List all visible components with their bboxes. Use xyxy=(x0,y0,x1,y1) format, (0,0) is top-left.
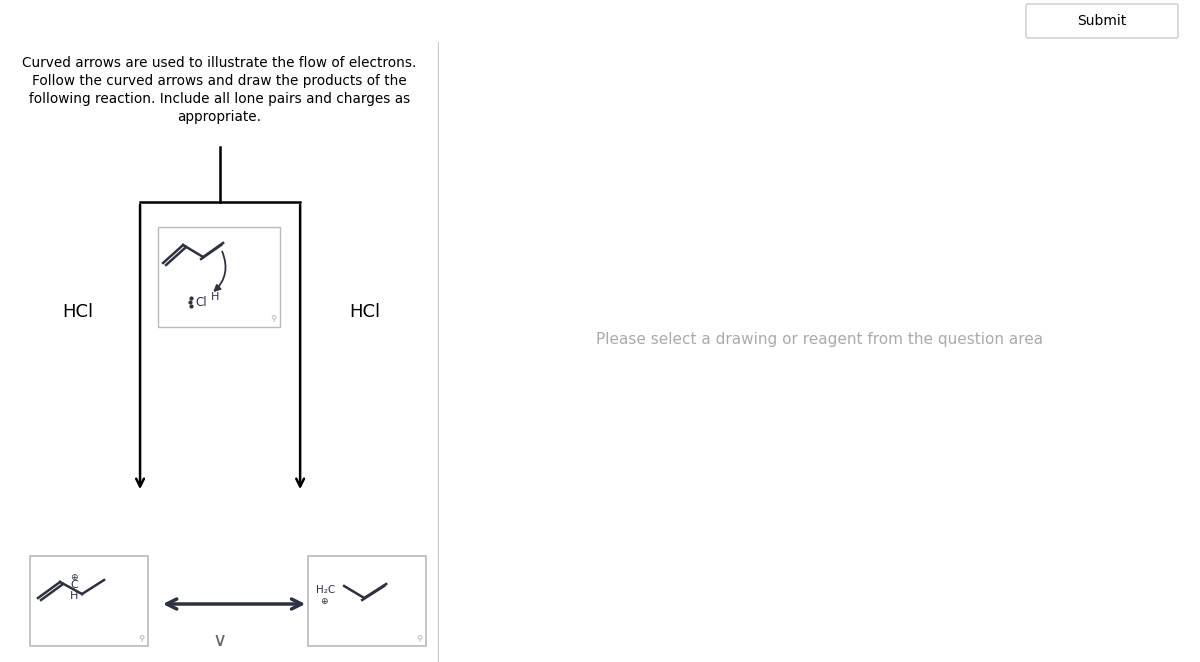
Text: HCl: HCl xyxy=(62,303,94,321)
Text: Follow the curved arrows and draw the products of the: Follow the curved arrows and draw the pr… xyxy=(32,74,407,88)
Text: Curved arrows are used to illustrate the flow of electrons.: Curved arrows are used to illustrate the… xyxy=(23,56,416,70)
Text: C: C xyxy=(70,580,78,590)
Text: ∨: ∨ xyxy=(212,630,227,649)
Bar xyxy=(158,227,280,327)
Bar xyxy=(30,556,148,646)
Text: Submit: Submit xyxy=(1078,14,1127,28)
Text: Cl: Cl xyxy=(196,295,206,308)
Text: HCl: HCl xyxy=(349,303,380,321)
Text: H: H xyxy=(211,292,220,302)
FancyArrowPatch shape xyxy=(215,252,226,291)
Text: ←: ← xyxy=(14,11,30,30)
Text: ⚲: ⚲ xyxy=(270,314,276,322)
Bar xyxy=(308,556,426,646)
Text: ⚲: ⚲ xyxy=(416,634,422,643)
Text: Please select a drawing or reagent from the question area: Please select a drawing or reagent from … xyxy=(596,332,1043,347)
Text: ⊕: ⊕ xyxy=(71,573,78,581)
Text: H₂C: H₂C xyxy=(316,585,335,595)
Text: ⊕: ⊕ xyxy=(320,598,328,606)
FancyBboxPatch shape xyxy=(1026,4,1178,38)
Text: H: H xyxy=(70,591,78,601)
Text: following reaction. Include all lone pairs and charges as: following reaction. Include all lone pai… xyxy=(29,92,410,106)
Text: appropriate.: appropriate. xyxy=(178,110,262,124)
Text: Problem 16 of 50: Problem 16 of 50 xyxy=(516,11,684,30)
Text: ⚲: ⚲ xyxy=(138,634,144,643)
